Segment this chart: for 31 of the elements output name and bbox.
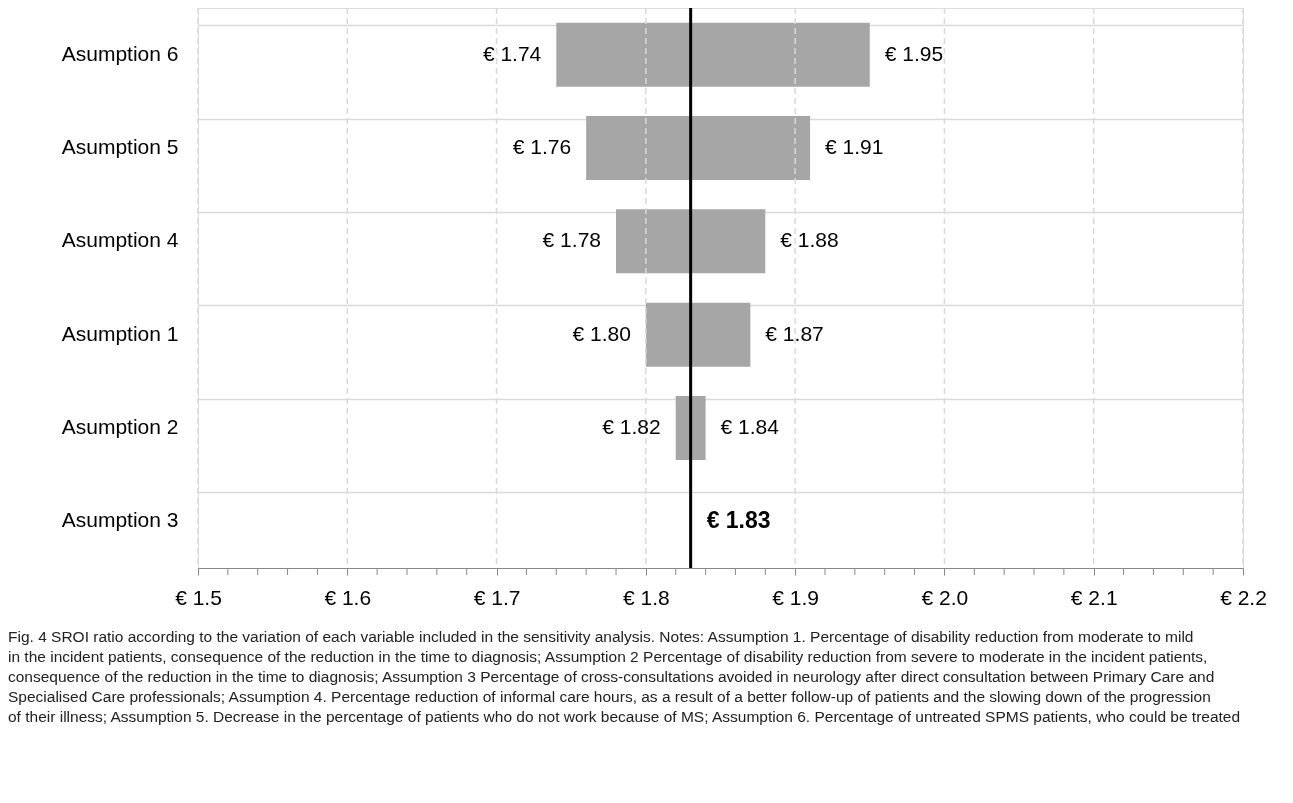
annotation: € 1.76 — [512, 135, 572, 158]
y-tick-label: Asumption 3 — [61, 508, 179, 532]
annotation: € 1.74 — [482, 41, 542, 65]
annotation: € 1.80 — [572, 321, 631, 345]
annotation: € 1.95 — [884, 41, 944, 65]
annotation: € 1.78 — [542, 228, 601, 252]
y-tick-label: Asumption 5 — [61, 135, 179, 158]
annotation: € 1.88 — [780, 228, 839, 252]
annotation: € 1.82 — [602, 415, 661, 438]
bar — [616, 209, 766, 274]
x-tick-label: € 1.5 — [175, 585, 222, 609]
y-tick-label: Asumption 6 — [61, 41, 179, 65]
bar — [556, 22, 870, 87]
bar — [645, 302, 751, 367]
annotation: € 1.91 — [825, 135, 884, 158]
x-tick-label: € 1.6 — [324, 585, 372, 609]
annotation: € 1.84 — [720, 415, 780, 438]
bar — [675, 396, 706, 460]
annotation: € 1.87 — [765, 321, 824, 345]
x-tick-label: € 1.8 — [623, 585, 670, 609]
y-tick-label: Asumption 1 — [61, 321, 179, 345]
x-tick-label: € 1.7 — [473, 585, 521, 609]
x-tick-label: € 2.2 — [1220, 585, 1267, 609]
x-tick-label: € 2.1 — [1070, 585, 1118, 609]
caption: Fig. 4 SROI ratio according to the variation of each variable included in the sensitivity analysis. Notes: Assumption 1. Percentage of disability reduction from moderate to mild in the incident patients, consequence of the reduction in the time to diagnosis; Assumption 2 Percentage of disability reduction from severe to moderate in the incident patients, consequence of the reduction in the time to diagnosis; Assumption 3 Percentage of cross-consultations avoided in neurology after direct consultation between Primary Care and Specialised Care professionals; Assumption 4. Percentage reduction of informal care hours, as a result of a better follow-up of patients and the slowing down of the progression of their illness; Assumption 5. Decrease in the percentage of patients who do not work because of MS; Assumption 6. Percentage of untreated SPMS patients, who could be treated — [8, 628, 1241, 725]
x-tick-label: € 2.0 — [921, 585, 969, 609]
y-tick-label: Asumption 4 — [61, 228, 179, 252]
ref-line-label: € 1.83 — [706, 507, 771, 534]
y-tick-label: Asumption 2 — [61, 415, 179, 438]
x-tick-label: € 1.9 — [772, 585, 819, 609]
bar — [586, 116, 811, 180]
